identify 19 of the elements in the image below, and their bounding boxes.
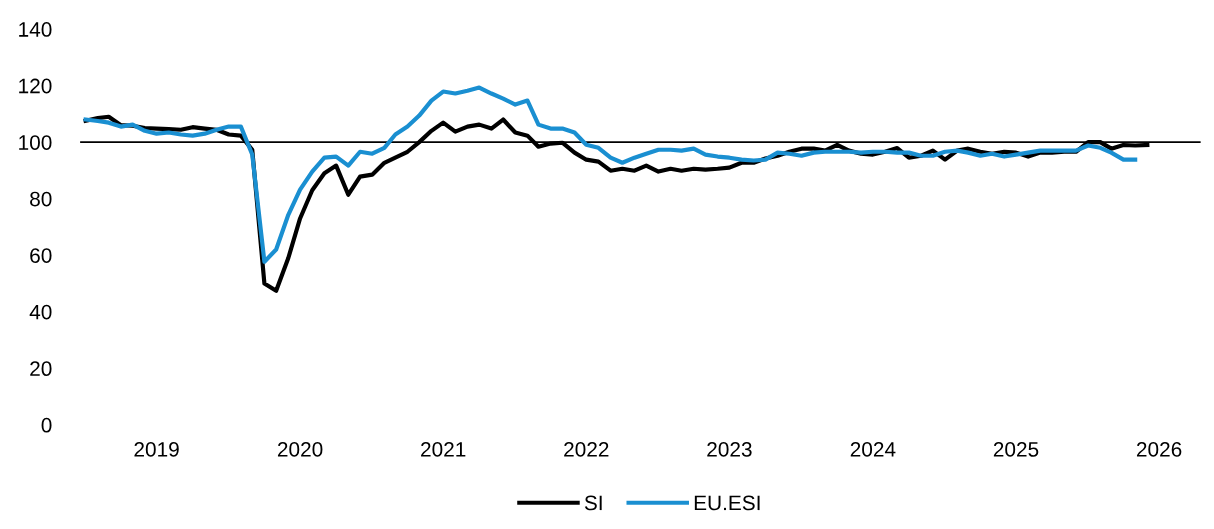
y-tick-label: 20 bbox=[30, 361, 52, 377]
y-tick-label: 120 bbox=[19, 78, 52, 94]
x-tick-label: 2024 bbox=[850, 442, 896, 457]
x-tick-label: 2022 bbox=[564, 442, 609, 457]
x-tick-label: 2021 bbox=[421, 442, 466, 457]
x-tick-label: 2019 bbox=[134, 442, 179, 457]
y-tick-label: 40 bbox=[29, 304, 52, 320]
line-series bbox=[83, 85, 1138, 264]
y-tick-label: 0 bbox=[41, 417, 52, 433]
x-tick-label: 2026 bbox=[1136, 442, 1182, 457]
x-tick-label: 2025 bbox=[993, 442, 1039, 457]
legend-label: EU.ESI bbox=[694, 495, 760, 511]
y-tick-label: 140 bbox=[19, 22, 52, 37]
y-tick-label: 100 bbox=[19, 135, 52, 150]
y-tick-label: 80 bbox=[30, 191, 52, 207]
x-tick-label: 2023 bbox=[707, 442, 752, 457]
legend-label: SI bbox=[584, 495, 602, 511]
x-tick-label: 2020 bbox=[277, 442, 323, 457]
y-tick-label: 60 bbox=[30, 248, 52, 263]
